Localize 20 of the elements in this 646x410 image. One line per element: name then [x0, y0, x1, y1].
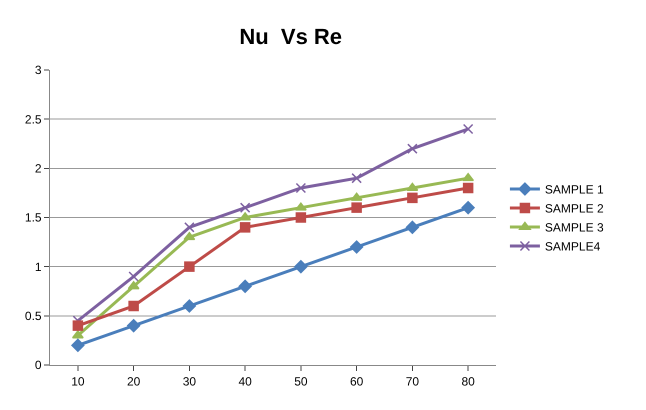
y-tick-label: 3 [34, 63, 42, 78]
y-tick-label: 0.5 [24, 309, 42, 324]
y-tick-label: 1.5 [24, 210, 42, 225]
legend-label: SAMPLE 2 [544, 202, 604, 216]
x-tick-label: 60 [350, 374, 364, 388]
legend-label: SAMPLE 3 [544, 220, 604, 235]
y-tick-label: 2.5 [24, 112, 42, 126]
legend-label: SAMPLE 1 [544, 182, 604, 197]
x-tick-label: 80 [461, 374, 476, 388]
x-tick-label: 70 [406, 374, 420, 388]
x-tick-label: 40 [238, 374, 252, 388]
y-tick-label: 1 [34, 260, 42, 274]
chart-title: Nu Vs Re [239, 24, 342, 50]
x-tick-label: 30 [182, 374, 196, 388]
x-tick-label: 50 [294, 374, 308, 388]
x-tick-label: 10 [71, 374, 85, 388]
x-tick-label: 20 [126, 374, 141, 388]
y-tick-label: 0 [34, 358, 42, 372]
y-tick-label: 2 [34, 162, 42, 176]
legend-label: SAMPLE4 [544, 240, 601, 254]
